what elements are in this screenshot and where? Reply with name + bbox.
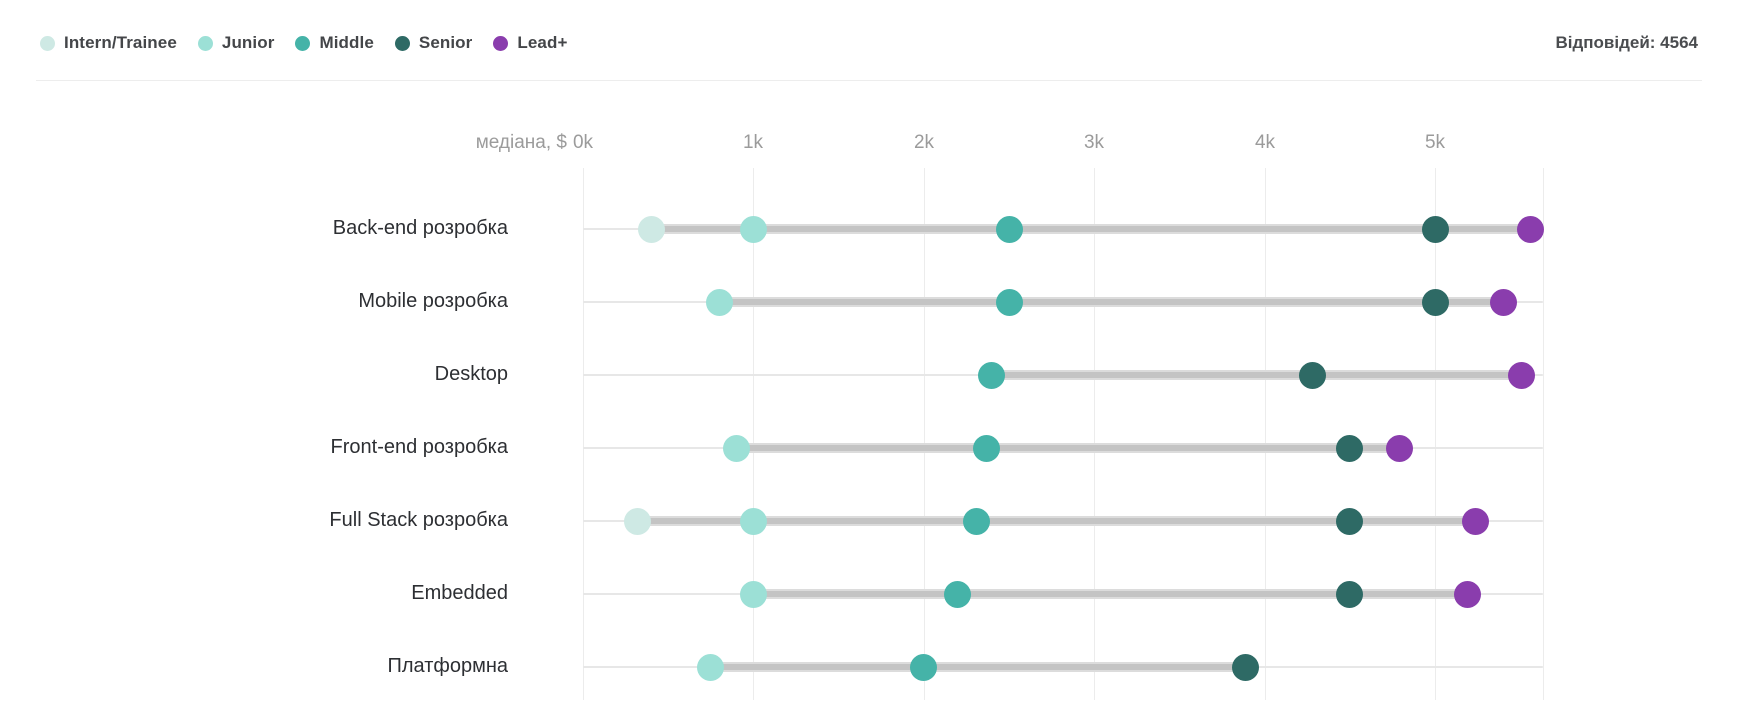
dot-lead[interactable] bbox=[1490, 288, 1517, 316]
category-label: Desktop bbox=[434, 363, 508, 385]
dot-senior[interactable] bbox=[1422, 215, 1449, 243]
x-tick-label: 4k bbox=[1254, 132, 1276, 153]
legend-dot-intern-icon bbox=[40, 35, 55, 51]
chart-header: Intern/Trainee Junior Middle Senior Lead+ Ві… bbox=[0, 0, 1738, 81]
category-label: Back-end розробка bbox=[332, 217, 508, 239]
dot-senior[interactable] bbox=[1232, 653, 1259, 681]
row-range-connector bbox=[719, 297, 1503, 307]
dot-middle[interactable] bbox=[996, 288, 1023, 316]
legend-dot-junior-icon bbox=[197, 35, 213, 51]
x-tick-label: 1k bbox=[742, 132, 764, 153]
gridline-1k bbox=[753, 168, 754, 700]
dot-middle[interactable] bbox=[963, 507, 990, 535]
legend-item-intern[interactable]: Intern/Trainee bbox=[40, 33, 177, 53]
dot-intern[interactable] bbox=[638, 215, 665, 243]
x-tick-label: 5k bbox=[1424, 132, 1446, 153]
legend-item-senior[interactable]: Senior bbox=[394, 33, 473, 53]
dot-senior[interactable] bbox=[1336, 507, 1363, 535]
row-range-connector bbox=[651, 224, 1530, 234]
row-range-connector bbox=[753, 589, 1467, 599]
legend-label: Middle bbox=[319, 33, 374, 52]
gridline-0k bbox=[583, 168, 584, 700]
legend-label: Junior bbox=[221, 33, 275, 52]
category-label: Mobile розробка bbox=[358, 290, 508, 312]
legend-label: Senior bbox=[418, 33, 473, 52]
dot-senior[interactable] bbox=[1336, 580, 1363, 608]
legend-item-middle[interactable]: Middle bbox=[295, 33, 374, 53]
row-range-connector bbox=[638, 516, 1476, 526]
gridline-4k bbox=[1265, 168, 1266, 700]
row-range-connector bbox=[992, 370, 1522, 380]
dot-lead[interactable] bbox=[1454, 580, 1481, 608]
legend-dot-senior-icon bbox=[394, 35, 410, 51]
x-axis-title: медіана, $ bbox=[475, 132, 567, 153]
gridline-3k bbox=[1094, 168, 1095, 700]
legend-label: Intern/Trainee bbox=[64, 33, 177, 52]
dot-middle[interactable] bbox=[973, 434, 1000, 462]
plot-right-border bbox=[1543, 168, 1544, 700]
row-range-connector bbox=[736, 443, 1399, 453]
legend-item-lead[interactable]: Lead+ bbox=[493, 33, 567, 53]
legend-label: Lead+ bbox=[517, 33, 568, 52]
x-tick-label: 3k bbox=[1083, 132, 1105, 153]
category-label: Full Stack розробка bbox=[329, 509, 508, 531]
dot-senior[interactable] bbox=[1299, 361, 1326, 389]
dot-senior[interactable] bbox=[1422, 288, 1449, 316]
category-label: Embedded bbox=[411, 582, 508, 604]
dot-junior[interactable] bbox=[740, 507, 767, 535]
category-label: Платформна bbox=[387, 655, 508, 677]
dot-junior[interactable] bbox=[740, 215, 767, 243]
dot-lead[interactable] bbox=[1462, 507, 1489, 535]
category-label: Front-end розробка bbox=[330, 436, 508, 458]
dot-middle[interactable] bbox=[996, 215, 1023, 243]
dot-lead[interactable] bbox=[1517, 215, 1544, 243]
legend: Intern/Trainee Junior Middle Senior Lead+ bbox=[40, 33, 568, 53]
dot-junior[interactable] bbox=[697, 653, 724, 681]
header-divider bbox=[36, 80, 1702, 81]
x-tick-label: 0k bbox=[572, 132, 594, 153]
dot-lead[interactable] bbox=[1508, 361, 1535, 389]
dot-junior[interactable] bbox=[723, 434, 750, 462]
x-tick-label: 2k bbox=[913, 132, 935, 153]
responses-count: Відповідей: 4564 bbox=[1555, 33, 1698, 52]
dot-middle[interactable] bbox=[978, 361, 1005, 389]
row-range-connector bbox=[711, 662, 1246, 672]
gridline-5k bbox=[1435, 168, 1436, 700]
dot-junior[interactable] bbox=[706, 288, 733, 316]
dot-lead[interactable] bbox=[1386, 434, 1413, 462]
dot-plot-chart: 0k 1k 2k 3k 4k 5k медіана, $ Back-end розробка M… bbox=[0, 81, 1738, 718]
dot-senior[interactable] bbox=[1336, 434, 1363, 462]
gridline-2k bbox=[924, 168, 925, 700]
legend-dot-lead-icon bbox=[493, 35, 509, 51]
dot-middle[interactable] bbox=[910, 653, 937, 681]
dot-middle[interactable] bbox=[944, 580, 971, 608]
dot-intern[interactable] bbox=[624, 507, 651, 535]
legend-dot-middle-icon bbox=[295, 35, 311, 51]
dot-junior[interactable] bbox=[740, 580, 767, 608]
legend-item-junior[interactable]: Junior bbox=[197, 33, 275, 53]
